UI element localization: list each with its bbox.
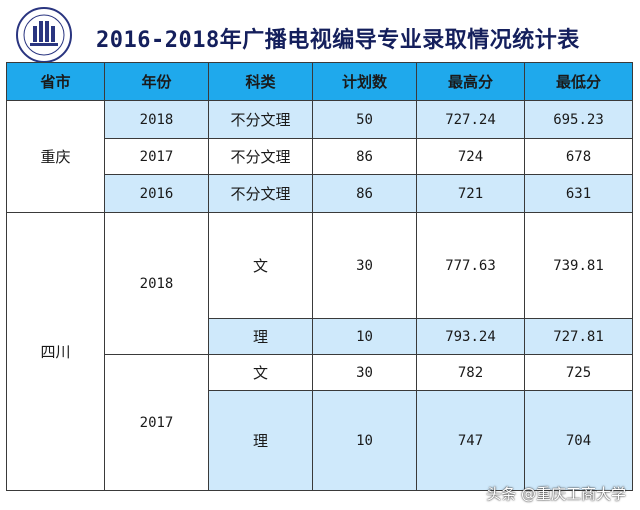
plan-cell: 30 [312, 212, 417, 319]
header-max: 最高分 [416, 62, 525, 101]
admission-table: 省市 年份 科类 计划数 最高分 最低分 重庆 2018 不分文理 50 727… [6, 62, 633, 491]
category-cell: 不分文理 [208, 100, 313, 139]
category-cell: 理 [208, 318, 313, 355]
plan-cell: 86 [312, 138, 417, 175]
max-score-cell: 793.24 [416, 318, 525, 355]
plan-cell: 10 [312, 318, 417, 355]
header-min: 最低分 [524, 62, 633, 101]
year-cell: 2016 [104, 174, 209, 213]
category-cell: 文 [208, 354, 313, 391]
min-score-cell: 739.81 [524, 212, 633, 319]
category-cell: 理 [208, 390, 313, 491]
table-row: 2017 不分文理 86 724 678 [6, 138, 633, 175]
min-score-cell: 704 [524, 390, 633, 491]
year-cell: 2017 [104, 354, 209, 491]
table-row: 重庆 2018 不分文理 50 727.24 695.23 [6, 100, 633, 213]
header-year: 年份 [104, 62, 209, 101]
max-score-cell: 782 [416, 354, 525, 391]
max-score-cell: 777.63 [416, 212, 525, 319]
max-score-cell: 727.24 [416, 100, 525, 139]
min-score-cell: 695.23 [524, 100, 633, 139]
category-cell: 不分文理 [208, 174, 313, 213]
max-score-cell: 721 [416, 174, 525, 213]
category-cell: 文 [208, 212, 313, 319]
watermark-text: 头条 @重庆工商大学 [486, 485, 626, 503]
header-province: 省市 [6, 62, 105, 101]
header-category: 科类 [208, 62, 313, 101]
header-plan: 计划数 [312, 62, 417, 101]
plan-cell: 50 [312, 100, 417, 139]
min-score-cell: 631 [524, 174, 633, 213]
plan-cell: 30 [312, 354, 417, 391]
page-title: 2016-2018年广播电视编导专业录取情况统计表 [96, 28, 580, 53]
university-logo-icon [16, 7, 72, 63]
max-score-cell: 747 [416, 390, 525, 491]
category-cell: 不分文理 [208, 138, 313, 175]
year-cell: 2018 [104, 212, 209, 355]
province-cell: 四川 [6, 212, 105, 491]
table-row: 四川 2018 文 30 777.63 739.81 [6, 212, 633, 491]
min-score-cell: 725 [524, 354, 633, 391]
plan-cell: 10 [312, 390, 417, 491]
table-row: 2016 不分文理 86 721 631 [6, 174, 633, 213]
province-cell: 重庆 [6, 100, 105, 213]
year-cell: 2018 [104, 100, 209, 139]
min-score-cell: 727.81 [524, 318, 633, 355]
plan-cell: 86 [312, 174, 417, 213]
table-row: 2017 文 30 782 725 [6, 354, 633, 491]
min-score-cell: 678 [524, 138, 633, 175]
max-score-cell: 724 [416, 138, 525, 175]
header-row: 省市 年份 科类 计划数 最高分 最低分 [6, 62, 633, 101]
year-cell: 2017 [104, 138, 209, 175]
